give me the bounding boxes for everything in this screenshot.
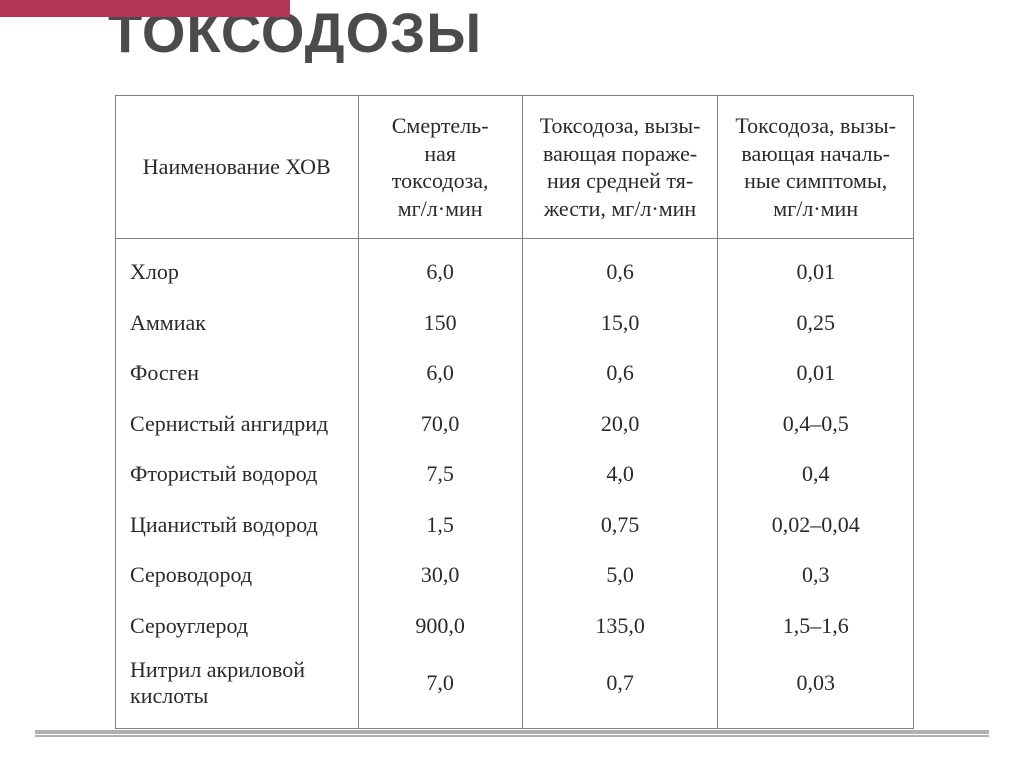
cell-name: Сернистый ангидрид [116,399,359,450]
table-row: Аммиак15015,00,25 [116,298,914,349]
cell-name: Сероуглерод [116,601,359,652]
cell-name: Фосген [116,348,359,399]
cell-initial: 0,4 [718,449,914,500]
cell-lethal: 6,0 [358,239,522,298]
cell-lethal: 1,5 [358,500,522,551]
accent-bar [0,0,290,17]
col-header-medium: Токсодоза, вызы-вающая пораже-ния средне… [522,96,718,239]
table-header-row: Наименование ХОВ Смертель-наятоксодоза,м… [116,96,914,239]
cell-lethal: 70,0 [358,399,522,450]
cell-lethal: 7,5 [358,449,522,500]
col-header-name: Наименование ХОВ [116,96,359,239]
table-row: Хлор6,00,60,01 [116,239,914,298]
cell-initial: 0,3 [718,550,914,601]
cell-medium: 0,6 [522,348,718,399]
cell-medium: 135,0 [522,601,718,652]
toxodose-table: Наименование ХОВ Смертель-наятоксодоза,м… [115,95,914,729]
table-row: Сероводород30,05,00,3 [116,550,914,601]
table-row: Фосген6,00,60,01 [116,348,914,399]
cell-initial: 0,01 [718,239,914,298]
cell-medium: 0,7 [522,651,718,728]
col-header-initial: Токсодоза, вызы-вающая началь-ные симпто… [718,96,914,239]
table-row: Цианистый водород1,50,750,02–0,04 [116,500,914,551]
cell-lethal: 6,0 [358,348,522,399]
cell-name: Аммиак [116,298,359,349]
cell-initial: 0,02–0,04 [718,500,914,551]
table-row: Фтористый водород7,54,00,4 [116,449,914,500]
cell-name: Сероводород [116,550,359,601]
bottom-rule [35,730,989,737]
toxodose-table-wrap: Наименование ХОВ Смертель-наятоксодоза,м… [115,95,914,729]
cell-initial: 0,03 [718,651,914,728]
cell-name: Фтористый водород [116,449,359,500]
cell-initial: 0,01 [718,348,914,399]
cell-lethal: 150 [358,298,522,349]
cell-medium: 5,0 [522,550,718,601]
cell-name: Нитрил акриловойкислоты [116,651,359,728]
col-header-lethal: Смертель-наятоксодоза,мг/л·мин [358,96,522,239]
cell-lethal: 900,0 [358,601,522,652]
cell-medium: 4,0 [522,449,718,500]
table-row: Сероуглерод900,0135,01,5–1,6 [116,601,914,652]
cell-initial: 0,4–0,5 [718,399,914,450]
table-row: Сернистый ангидрид70,020,00,4–0,5 [116,399,914,450]
cell-medium: 15,0 [522,298,718,349]
cell-name: Цианистый водород [116,500,359,551]
table-row: Нитрил акриловойкислоты7,00,70,03 [116,651,914,728]
cell-medium: 20,0 [522,399,718,450]
cell-lethal: 7,0 [358,651,522,728]
cell-name: Хлор [116,239,359,298]
cell-initial: 1,5–1,6 [718,601,914,652]
cell-medium: 0,75 [522,500,718,551]
cell-initial: 0,25 [718,298,914,349]
cell-medium: 0,6 [522,239,718,298]
cell-lethal: 30,0 [358,550,522,601]
